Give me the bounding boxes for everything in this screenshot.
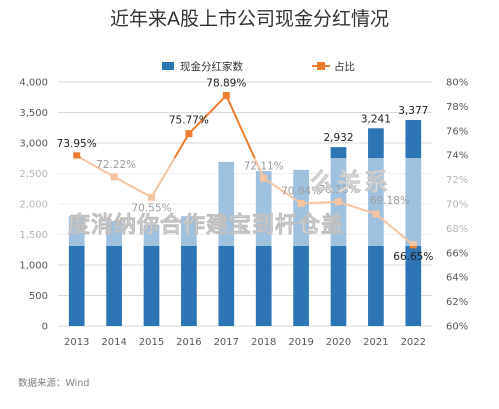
bar-data-label: 3,241: [361, 113, 391, 125]
overlay-text-1: 么关系: [310, 168, 391, 196]
y-left-tick-label: 3,500: [19, 108, 48, 119]
watermark-overlay: 么关系 度消纳你合作建宝到杆仓盖: [0, 158, 499, 246]
x-tick-label: 2018: [251, 337, 276, 348]
x-tick-label: 2021: [363, 337, 388, 348]
y-left-tick-label: 4,000: [19, 78, 48, 89]
bar: [106, 221, 122, 326]
y-right-tick-label: 66%: [446, 248, 468, 259]
x-tick-label: 2014: [101, 337, 126, 348]
legend-swatch-bar: [162, 62, 174, 70]
line-data-label: 78.89%: [206, 78, 246, 90]
overlay-text-2: 度消纳你合作建宝到杆仓盖: [68, 212, 344, 238]
chart-title: 近年来A股上市公司现金分红情况: [110, 8, 389, 30]
line-point: [222, 92, 230, 100]
bar-data-label: 3,377: [398, 105, 428, 117]
x-tick-label: 2022: [401, 337, 426, 348]
y-left-tick-label: 3,000: [19, 139, 48, 150]
overlay-band: [0, 158, 499, 246]
x-tick-label: 2015: [139, 337, 164, 348]
line-point: [185, 130, 193, 138]
y-right-tick-label: 64%: [446, 273, 468, 284]
bar-data-label: 2,932: [323, 132, 353, 144]
legend: 现金分红家数 占比: [162, 60, 355, 73]
y-right-tick-label: 80%: [446, 78, 468, 89]
x-tick-label: 2020: [326, 337, 351, 348]
y-left-tick-label: 1,000: [19, 261, 48, 272]
y-right-tick-label: 74%: [446, 151, 468, 162]
x-tick-label: 2019: [288, 337, 313, 348]
y-right-tick-label: 76%: [446, 126, 468, 137]
y-left-tick-label: 0: [42, 322, 48, 333]
x-tick-label: 2017: [214, 337, 239, 348]
bar: [143, 224, 160, 326]
line-point: [73, 152, 81, 160]
legend-marker-line: [317, 62, 325, 70]
x-tick-label: 2013: [64, 337, 89, 348]
legend-label-line: 占比: [334, 60, 355, 73]
y-right-tick-label: 62%: [446, 297, 468, 308]
line-data-label: 75.77%: [169, 115, 209, 127]
line-data-label: 73.95%: [57, 138, 97, 150]
y-right-tick-label: 78%: [446, 102, 468, 113]
y-left-tick-label: 500: [29, 291, 48, 302]
x-tick-label: 2016: [176, 337, 201, 348]
x-axis-ticks: 2013 2014 2015 2016 2017 2018 2019 2020 2021 2022: [64, 337, 426, 348]
y-right-tick-label: 60%: [446, 322, 468, 333]
line-data-label: 66.65%: [393, 251, 433, 263]
source-note: 数据来源：Wind: [18, 377, 89, 389]
legend-label-bar: 现金分红家数: [180, 60, 243, 73]
